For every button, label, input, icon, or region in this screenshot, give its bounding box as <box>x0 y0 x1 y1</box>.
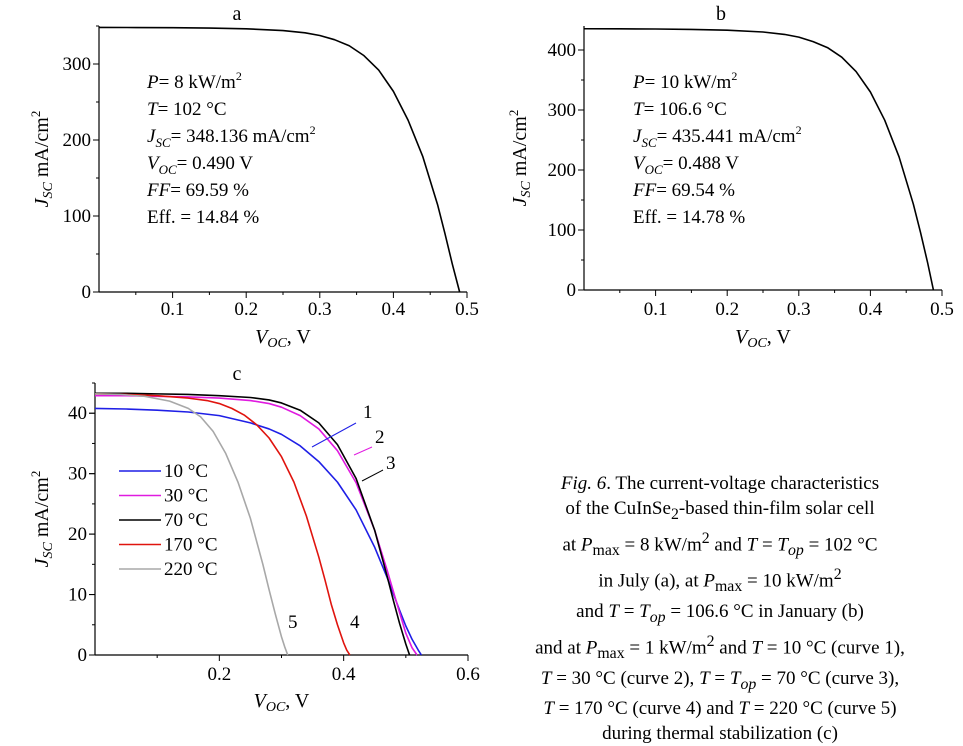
curve-label-2: 2 <box>375 427 385 448</box>
panel-b: b 0.1 0.2 0.3 0.4 0.5 0 100 200 300 400 VOC, V JSC m… <box>506 3 954 351</box>
curve-label-4: 4 <box>350 612 360 633</box>
x-tick-label: 0.3 <box>308 299 332 320</box>
series-line-c-1 <box>94 407 423 656</box>
x-tick-label: 0.2 <box>715 299 739 320</box>
x-tick-label: 0.5 <box>930 299 954 320</box>
curve-label-3: 3 <box>386 453 396 474</box>
curve-label-5: 5 <box>288 612 298 633</box>
y-tick-label: 100 <box>548 220 577 241</box>
y-tick-label: 100 <box>63 206 92 227</box>
annotation-a-1: P= 8 kW/m2 <box>146 69 242 93</box>
series-line-c-4 <box>94 393 351 656</box>
x-tick-label: 0.4 <box>859 299 883 320</box>
x-tick-label: 0.2 <box>234 299 258 320</box>
panel-label-b: b <box>716 3 726 25</box>
curve-label-1: 1 <box>363 402 373 423</box>
annotation-a-4: VOC= 0.490 V <box>147 153 253 177</box>
x-tick-label: 0.5 <box>455 299 479 320</box>
panel-label-a: a <box>233 3 242 25</box>
annotation-a-2: T= 102 °C <box>147 99 227 120</box>
series-line-b-1 <box>583 27 935 291</box>
legend-label-5: 220 °C <box>164 559 218 580</box>
x-tick-label: 0.4 <box>382 299 406 320</box>
y-tick-label: 200 <box>548 160 577 181</box>
caption-line-4: in July (a), at Pmax = 10 kW/m2 <box>598 566 842 596</box>
y-tick-label: 0 <box>82 282 92 303</box>
annotation-a-5: FF= 69.59 % <box>146 180 249 201</box>
caption-line-6: and at Pmax = 1 kW/m2 and T = 10 °C (cur… <box>535 633 905 663</box>
y-axis-title-a: JSC mA/cm2 <box>28 111 56 208</box>
caption-line-2: of the CuInSe2-based thin-film solar cel… <box>565 497 875 523</box>
caption-line-9: during thermal stabilization (c) <box>602 722 838 744</box>
y-axis-title-c: JSC mA/cm2 <box>28 471 56 568</box>
caption-line-7: T = 30 °C (curve 2), T = Top = 70 °C (cu… <box>540 667 900 693</box>
x-axis-title-a: VOC, V <box>255 326 311 351</box>
legend-label-1: 10 °C <box>164 461 208 482</box>
y-tick-label: 0 <box>567 280 577 301</box>
annotation-b-4: VOC= 0.488 V <box>633 153 739 177</box>
curve-leader-3 <box>361 469 384 482</box>
annotation-b-2: T= 106.6 °C <box>633 99 727 120</box>
x-axis-title-c: VOC, V <box>254 690 310 715</box>
y-tick-label: 0 <box>78 645 88 666</box>
panel-a: a 0.1 0.2 0.3 0.4 0.5 0 100 200 300 VOC, V JSC mA/c… <box>28 3 479 351</box>
series-line-c-5 <box>94 393 289 656</box>
caption-line-5: and T = Top = 106.6 °C in January (b) <box>576 601 864 626</box>
y-tick-label: 30 <box>68 464 87 485</box>
x-tick-label: 0.6 <box>456 664 480 685</box>
x-tick-label: 0.2 <box>207 664 231 685</box>
panel-label-c: c <box>233 363 242 385</box>
series-line-c-2 <box>95 394 418 656</box>
y-tick-label: 300 <box>63 54 92 75</box>
y-tick-label: 40 <box>68 403 87 424</box>
y-tick-label: 20 <box>68 524 87 545</box>
annotation-b-1: P= 10 kW/m2 <box>632 69 737 93</box>
x-tick-label: 0.4 <box>332 664 356 685</box>
legend-label-3: 70 °C <box>164 510 208 531</box>
panel-c: c 0.2 0.4 0.6 0 10 20 30 40 VOC, V JSC mA/cm2 10 °C… <box>28 363 480 715</box>
legend-label-2: 30 °C <box>164 486 208 507</box>
annotation-a-3: JSC= 348.136 mA/cm2 <box>147 123 316 150</box>
x-axis-title-b: VOC, V <box>735 326 791 351</box>
caption-line-1: Fig. 6. The current-voltage characterist… <box>560 473 880 494</box>
y-axis-title-b: JSC mA/cm2 <box>506 110 534 207</box>
curve-leader-2 <box>353 446 373 456</box>
legend-label-4: 170 °C <box>164 535 218 556</box>
annotation-b-6: Eff. = 14.78 % <box>633 207 745 228</box>
series-line-c-3 <box>95 392 411 656</box>
series-line-a-1 <box>98 26 461 293</box>
x-tick-label: 0.1 <box>161 299 185 320</box>
annotation-b-5: FF= 69.54 % <box>632 180 735 201</box>
caption-line-3: at Pmax = 8 kW/m2 and T = Top = 102 °C <box>562 529 878 559</box>
y-tick-label: 200 <box>63 130 92 151</box>
x-tick-label: 0.3 <box>787 299 811 320</box>
x-tick-label: 0.1 <box>644 299 668 320</box>
y-tick-label: 400 <box>548 40 577 61</box>
annotation-a-6: Eff. = 14.84 % <box>147 207 259 228</box>
caption-line-8: T = 170 °C (curve 4) and T = 220 °C (cur… <box>543 698 897 720</box>
figure-caption: Fig. 6. The current-voltage characterist… <box>486 472 954 746</box>
y-tick-label: 10 <box>68 585 87 606</box>
y-tick-label: 300 <box>548 100 577 121</box>
annotation-b-3: JSC= 435.441 mA/cm2 <box>633 123 802 150</box>
curve-leader-1 <box>311 422 357 448</box>
